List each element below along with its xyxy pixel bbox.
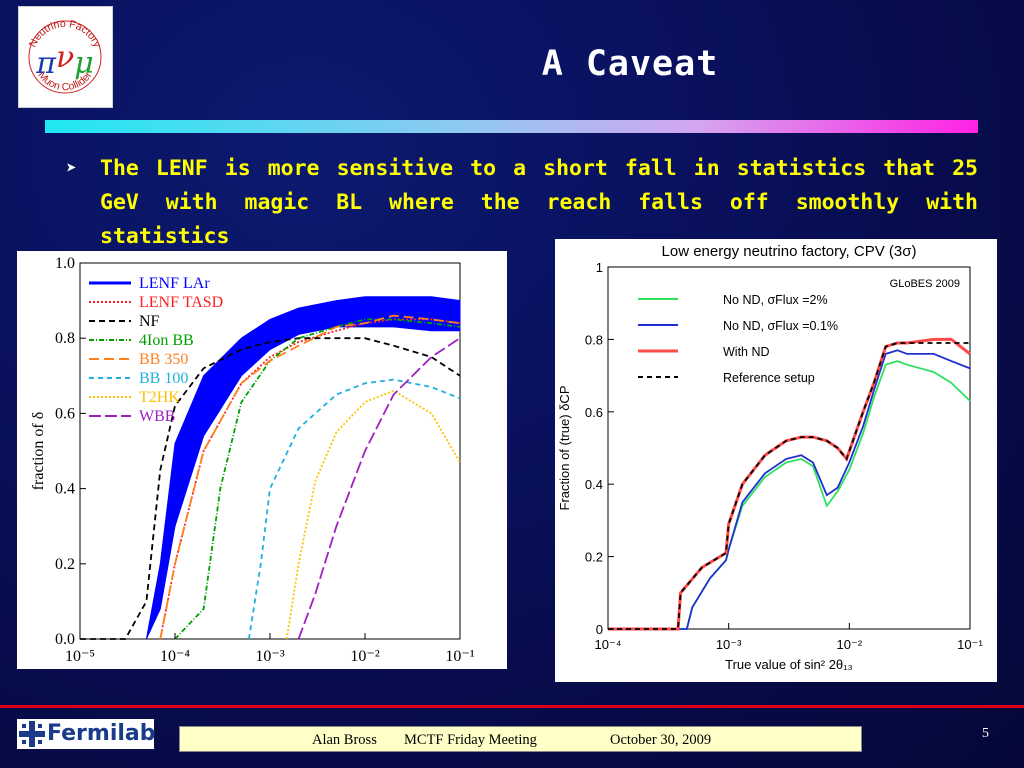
series-4ion-bb xyxy=(174,318,461,640)
legend-label: T2HK xyxy=(139,389,180,406)
series-bb-100 xyxy=(248,378,461,640)
fermilab-name: Fermilab xyxy=(47,721,156,746)
legend-label: LENF LAr xyxy=(139,275,210,292)
legend-label: BB 350 xyxy=(139,351,188,368)
series-wbb xyxy=(297,337,461,640)
y-tick-label: 0.4 xyxy=(55,481,75,498)
legend-label: NF xyxy=(139,313,160,330)
chart-title: Low energy neutrino factory, CPV (3σ) xyxy=(662,243,917,260)
chart-annotation: GLoBES 2009 xyxy=(890,278,960,290)
x-tick-label: 10⁻¹ xyxy=(957,637,983,652)
footer-info-box: Alan Bross MCTF Friday Meeting October 3… xyxy=(179,726,862,752)
bullet-text: The LENF is more sensitive to a short fa… xyxy=(100,156,978,249)
x-tick-label: 10⁻¹ xyxy=(445,648,474,665)
series-nf xyxy=(80,337,461,640)
neutrino-factory-logo: Neutrino Factory Muon Collider πνμ xyxy=(18,6,113,108)
y-tick-label: 0.4 xyxy=(585,477,603,492)
y-axis-label: Fraction of (true) δCP xyxy=(557,386,572,511)
y-tick-label: 0.2 xyxy=(55,556,75,573)
logo-symbols: πνμ xyxy=(35,40,93,81)
y-tick-label: 0.6 xyxy=(55,405,75,422)
bullet-point: ➤ The LENF is more sensitive to a short … xyxy=(66,152,978,254)
title-gradient-bar xyxy=(45,120,978,133)
footer-author: Alan Bross xyxy=(312,732,377,748)
legend-label: LENF TASD xyxy=(139,294,223,311)
legend-label: No ND, σFlux =0.1% xyxy=(723,319,838,333)
footer-date: October 30, 2009 xyxy=(610,732,712,748)
y-tick-label: 1.0 xyxy=(55,255,75,272)
legend-label: With ND xyxy=(723,345,770,359)
series-lenf-tasd xyxy=(159,318,461,640)
y-tick-label: 0.2 xyxy=(585,550,603,565)
x-tick-label: 10⁻³ xyxy=(716,637,742,652)
plot-frame xyxy=(607,266,971,630)
band-lenf-lar xyxy=(145,296,461,640)
footer-meeting: MCTF Friday Meeting xyxy=(404,732,537,748)
series-reference-setup xyxy=(608,342,970,630)
legend-label: 4Ion BB xyxy=(139,332,194,349)
x-tick-label: 10⁻² xyxy=(837,637,863,652)
footer-divider xyxy=(0,705,1024,708)
y-tick-label: 0.0 xyxy=(55,631,75,648)
y-tick-label: 0.8 xyxy=(55,330,75,347)
series-no-nd-flux-2 xyxy=(608,360,971,630)
legend-label: Reference setup xyxy=(723,371,815,385)
x-tick-label: 10⁻³ xyxy=(255,648,284,665)
fermilab-emblem-icon xyxy=(19,721,45,747)
legend-label: BB 100 xyxy=(139,370,188,387)
low-energy-nf-cpv-chart: 10⁻⁴ 10⁻³ 10⁻² 10⁻¹ 0 0.2 0.4 0.6 0.8 1 Fraction o… xyxy=(557,243,983,672)
x-tick-label: 10⁻⁴ xyxy=(595,637,622,652)
y-tick-label: 0.8 xyxy=(585,332,603,347)
y-tick-label: 0 xyxy=(596,622,603,637)
x-tick-label: 10⁻⁵ xyxy=(65,648,95,665)
y-tick-label: 1 xyxy=(596,260,603,275)
legend-label: WBB xyxy=(139,408,175,425)
series-no-nd-flux-0-1 xyxy=(608,349,971,630)
legend-label: No ND, σFlux =2% xyxy=(723,293,828,307)
logo-graphic: Neutrino Factory Muon Collider πνμ xyxy=(27,18,104,94)
series-bb-350 xyxy=(159,314,461,640)
fermilab-logo: Fermilab xyxy=(17,719,156,749)
x-tick-label: 10⁻² xyxy=(350,648,379,665)
lenf-comparison-chart: 10⁻⁵ 10⁻⁴ 10⁻³ 10⁻² 10⁻¹ 0.0 0.2 0.4 0.6 0.8 1.0 fr… xyxy=(30,255,475,665)
y-tick-label: 0.6 xyxy=(585,405,603,420)
bullet-arrow-icon: ➤ xyxy=(66,158,77,179)
x-tick-label: 10⁻⁴ xyxy=(160,648,190,665)
slide-title: A Caveat xyxy=(541,44,719,84)
left-chart-panel: 10⁻⁵ 10⁻⁴ 10⁻³ 10⁻² 10⁻¹ 0.0 0.2 0.4 0.6 0.8 1.0 fr… xyxy=(17,251,507,669)
x-axis-label: True value of sin² 2θ₁₃ xyxy=(725,657,853,672)
y-axis-label: fraction of δ xyxy=(30,412,47,491)
page-number: 5 xyxy=(982,726,989,741)
right-chart-panel: 10⁻⁴ 10⁻³ 10⁻² 10⁻¹ 0 0.2 0.4 0.6 0.8 1 Fraction o… xyxy=(555,239,997,682)
